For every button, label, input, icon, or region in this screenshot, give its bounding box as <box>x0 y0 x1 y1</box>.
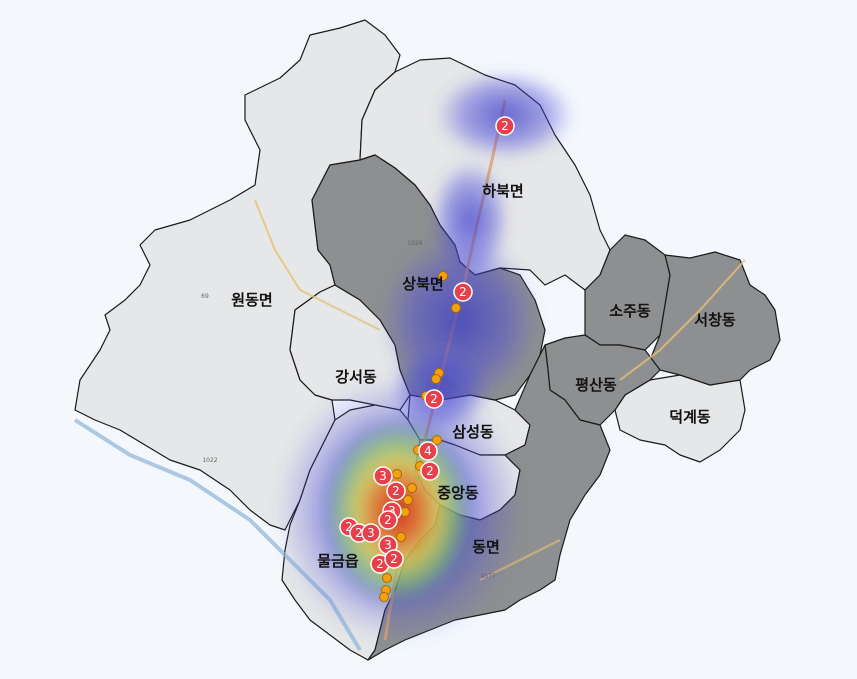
district-label-deokgye: 덕계동 <box>669 408 711 426</box>
point-marker[interactable] <box>431 374 441 384</box>
cluster-marker[interactable]: 3 <box>361 523 381 543</box>
cluster-marker[interactable]: 2 <box>386 481 406 501</box>
point-marker[interactable] <box>379 592 389 602</box>
district-label-mulgeum: 물금읍 <box>317 552 359 570</box>
cluster-marker[interactable]: 2 <box>378 510 398 530</box>
cluster-marker[interactable]: 3 <box>373 466 393 486</box>
point-marker[interactable] <box>438 271 448 281</box>
district-label-dongmyeon: 동면 <box>472 538 500 556</box>
cluster-marker[interactable]: 2 <box>420 461 440 481</box>
district-deokgye-shape[interactable] <box>614 374 746 463</box>
cluster-count: 2 <box>392 484 400 498</box>
district-label-soju: 소주동 <box>609 302 651 320</box>
point-marker[interactable] <box>403 495 413 505</box>
point-markers <box>379 271 461 602</box>
road-number-69: 69 <box>201 293 209 300</box>
district-label-wondong: 원동면 <box>231 291 272 309</box>
point-marker[interactable] <box>432 435 442 445</box>
cluster-count: 2 <box>384 513 392 527</box>
cluster-count: 3 <box>384 538 392 552</box>
road-west <box>254 199 381 331</box>
cluster-count: 2 <box>501 119 509 133</box>
cluster-marker[interactable]: 2 <box>424 389 444 409</box>
point-marker[interactable] <box>382 573 392 583</box>
cluster-count: 2 <box>376 557 384 571</box>
cluster-marker[interactable]: 4 <box>418 441 438 461</box>
district-label-samseong: 삼성동 <box>452 423 494 441</box>
district-seochang-shape[interactable] <box>649 251 781 386</box>
district-labels: 원동면 하북면 상북면 소주동 서창동 강서동 평산동 덕계동 삼성동 중앙동 … <box>231 182 736 570</box>
heat-blob-north <box>435 70 575 160</box>
district-label-jungang: 중앙동 <box>437 484 479 502</box>
point-marker[interactable] <box>451 303 461 313</box>
cluster-marker[interactable]: 2 <box>453 282 473 302</box>
cluster-count: 2 <box>390 552 398 566</box>
road-number-1022: 1022 <box>202 457 217 464</box>
district-label-pyeongsan: 평산동 <box>575 376 617 394</box>
point-marker[interactable] <box>407 483 417 493</box>
cluster-count: 4 <box>424 444 432 458</box>
cluster-marker[interactable]: 2 <box>384 549 404 569</box>
district-label-sangbuk: 상북면 <box>402 275 443 293</box>
cluster-count: 2 <box>345 520 353 534</box>
cluster-count: 3 <box>367 526 375 540</box>
point-marker[interactable] <box>392 469 402 479</box>
road-number-1028: 1028 <box>407 240 422 247</box>
cluster-count: 2 <box>430 392 438 406</box>
cluster-count: 2 <box>426 464 434 478</box>
point-marker[interactable] <box>396 532 406 542</box>
cluster-marker[interactable]: 2 <box>495 116 515 136</box>
cluster-count: 3 <box>379 469 387 483</box>
cluster-count: 2 <box>459 285 467 299</box>
cluster-count: 2 <box>355 526 363 540</box>
district-label-seochang: 서창동 <box>694 311 736 329</box>
district-label-gangseo: 강서동 <box>335 368 377 386</box>
point-marker[interactable] <box>400 507 410 517</box>
district-label-hawbuk: 하북면 <box>482 182 523 200</box>
cluster-markers: 2 2 2 4 3 2 2 3 2 3 2 2 3 2 2 <box>339 116 515 574</box>
cluster-count: 3 <box>388 504 396 518</box>
road-east <box>619 259 746 381</box>
